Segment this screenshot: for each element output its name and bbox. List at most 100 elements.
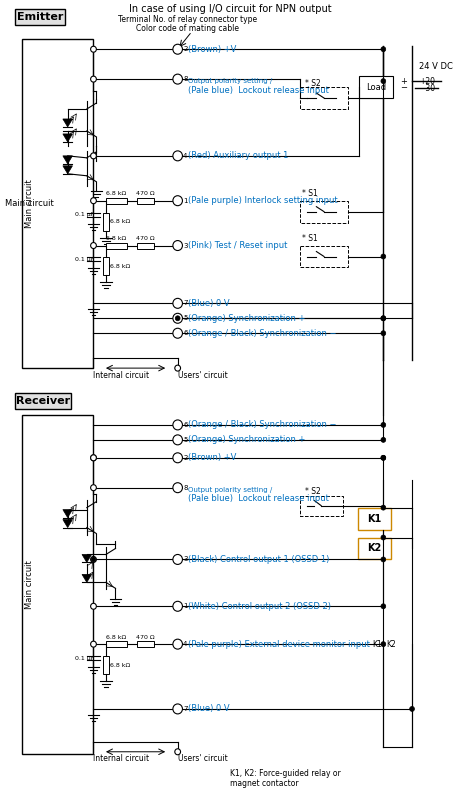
Circle shape <box>173 196 182 206</box>
Text: Users' circuit: Users' circuit <box>177 754 227 763</box>
Circle shape <box>380 78 385 84</box>
Text: 6.8 kΩ: 6.8 kΩ <box>106 236 126 241</box>
Circle shape <box>380 455 385 460</box>
Polygon shape <box>63 510 72 518</box>
Text: (Orange / Black) Synchronization −: (Orange / Black) Synchronization − <box>188 421 336 430</box>
FancyBboxPatch shape <box>103 656 109 674</box>
Text: * S1: * S1 <box>302 234 317 243</box>
Circle shape <box>90 455 96 461</box>
Circle shape <box>174 365 180 371</box>
Text: K1, K2: Force-guided relay or
magnet contactor: K1, K2: Force-guided relay or magnet con… <box>230 769 340 788</box>
Text: 0.1 μF: 0.1 μF <box>75 257 95 262</box>
Circle shape <box>380 254 385 259</box>
Circle shape <box>173 420 182 430</box>
Circle shape <box>90 46 96 52</box>
FancyBboxPatch shape <box>22 39 93 368</box>
Text: Internal circuit: Internal circuit <box>93 754 149 763</box>
Text: Output polarity setting /: Output polarity setting / <box>188 78 272 84</box>
Text: 1: 1 <box>183 198 187 204</box>
Text: 7: 7 <box>183 706 187 712</box>
Text: 5: 5 <box>183 437 187 443</box>
Text: 6.8 kΩ: 6.8 kΩ <box>106 634 126 640</box>
Text: 24 V DC: 24 V DC <box>418 62 452 70</box>
Circle shape <box>91 557 95 562</box>
FancyBboxPatch shape <box>136 198 153 204</box>
Text: Emitter: Emitter <box>17 12 63 22</box>
FancyBboxPatch shape <box>136 641 153 647</box>
Text: (White) Control output 2 (OSSD 2): (White) Control output 2 (OSSD 2) <box>188 602 330 610</box>
FancyBboxPatch shape <box>15 10 65 26</box>
Text: 7: 7 <box>183 300 187 306</box>
Circle shape <box>175 316 179 321</box>
Circle shape <box>90 242 96 249</box>
Bar <box>299 201 347 222</box>
Circle shape <box>173 453 182 462</box>
Circle shape <box>380 330 385 336</box>
FancyBboxPatch shape <box>106 242 127 249</box>
Text: Terminal No. of relay connector type: Terminal No. of relay connector type <box>118 15 256 24</box>
Circle shape <box>90 603 96 610</box>
Circle shape <box>90 76 96 82</box>
Polygon shape <box>63 134 72 142</box>
Circle shape <box>173 314 182 323</box>
Polygon shape <box>63 119 72 127</box>
FancyBboxPatch shape <box>357 538 390 559</box>
Text: K1: K1 <box>371 640 381 649</box>
Text: K2: K2 <box>386 640 395 649</box>
Text: (Brown) +V: (Brown) +V <box>188 454 236 462</box>
Text: +: + <box>399 77 406 86</box>
Text: (Blue) 0 V: (Blue) 0 V <box>188 705 230 714</box>
Circle shape <box>174 749 180 754</box>
Text: 1: 1 <box>183 603 187 610</box>
Text: K2: K2 <box>366 543 380 554</box>
Circle shape <box>173 602 182 611</box>
Text: (Pale blue)  Lockout release input: (Pale blue) Lockout release input <box>188 86 328 94</box>
Text: Main circuit: Main circuit <box>25 179 34 228</box>
Polygon shape <box>63 166 72 174</box>
FancyBboxPatch shape <box>103 213 109 230</box>
Text: 4: 4 <box>183 641 187 647</box>
Text: (Black) Control output 1 (OSSD 1): (Black) Control output 1 (OSSD 1) <box>188 555 329 564</box>
Circle shape <box>409 706 414 711</box>
Circle shape <box>380 505 385 510</box>
Text: (Pink) Test / Reset input: (Pink) Test / Reset input <box>188 241 287 250</box>
Circle shape <box>90 641 96 647</box>
Text: 2: 2 <box>183 46 187 52</box>
Circle shape <box>380 557 385 562</box>
Text: 6.8 kΩ: 6.8 kΩ <box>110 662 130 667</box>
Circle shape <box>173 704 182 714</box>
Circle shape <box>173 241 182 250</box>
Text: 6: 6 <box>183 330 187 336</box>
Circle shape <box>173 554 182 565</box>
Circle shape <box>90 153 96 159</box>
Text: Color code of mating cable: Color code of mating cable <box>135 24 238 33</box>
Text: (Pale blue)  Lockout release input: (Pale blue) Lockout release input <box>188 494 328 503</box>
Text: (Pale purple) Interlock setting input: (Pale purple) Interlock setting input <box>188 196 337 205</box>
Text: (Brown) +V: (Brown) +V <box>188 45 236 54</box>
Circle shape <box>173 435 182 445</box>
FancyBboxPatch shape <box>136 242 153 249</box>
Text: 6.8 kΩ: 6.8 kΩ <box>110 264 130 269</box>
Text: 4: 4 <box>183 153 187 159</box>
Circle shape <box>90 485 96 490</box>
Circle shape <box>173 74 182 84</box>
Text: (Blue) 0 V: (Blue) 0 V <box>188 299 230 308</box>
Circle shape <box>90 557 96 562</box>
Text: 3: 3 <box>183 557 187 562</box>
Text: Users' circuit: Users' circuit <box>177 370 227 379</box>
Text: (Orange / Black) Synchronization −: (Orange / Black) Synchronization − <box>188 329 336 338</box>
Bar <box>299 87 347 109</box>
Circle shape <box>380 316 385 321</box>
Text: Output polarity setting /: Output polarity setting / <box>188 486 272 493</box>
FancyBboxPatch shape <box>103 258 109 275</box>
Text: Load: Load <box>365 82 385 91</box>
Text: 5: 5 <box>183 315 187 322</box>
Text: Main circuit: Main circuit <box>25 560 34 609</box>
Text: * S2: * S2 <box>304 487 320 496</box>
Text: Internal circuit: Internal circuit <box>93 370 149 379</box>
Circle shape <box>173 639 182 649</box>
Polygon shape <box>82 554 91 562</box>
Circle shape <box>173 44 182 54</box>
Circle shape <box>380 642 385 646</box>
Text: 470 Ω: 470 Ω <box>135 634 154 640</box>
